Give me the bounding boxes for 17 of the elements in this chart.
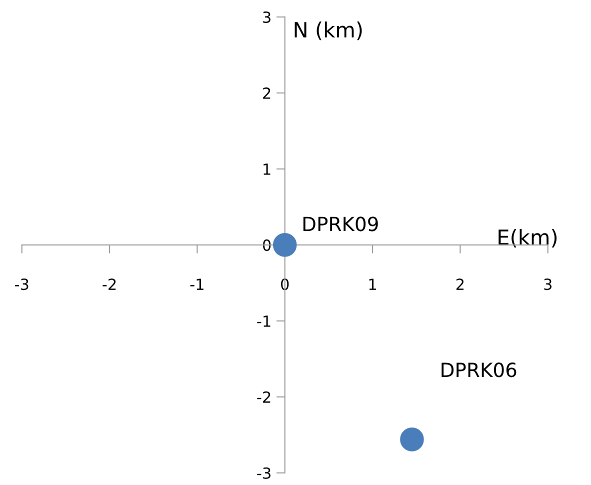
- x-tick-label: -1: [190, 278, 204, 290]
- x-tick-label: -2: [102, 278, 116, 290]
- y-tick-label: -1: [257, 316, 270, 327]
- y-axis-title: N (km): [294, 22, 362, 40]
- y-tick-label: -2: [257, 391, 270, 403]
- x-tick-label: 1: [369, 278, 376, 290]
- y-tick-label: 2: [263, 87, 270, 99]
- x-tick-label: -3: [15, 278, 28, 290]
- text: DPRK06: [442, 362, 516, 378]
- x-tick-label: 2: [456, 278, 464, 290]
- series-label: DPRK09: [303, 216, 378, 232]
- y-tick-label: 1: [264, 164, 270, 175]
- x-tick-label: 3: [544, 278, 552, 290]
- y-tick-label: 3: [263, 11, 270, 23]
- y-tick-label: -3: [257, 467, 270, 479]
- x-tick-label: 0: [281, 278, 289, 290]
- x-axis-title: E(km): [498, 228, 557, 248]
